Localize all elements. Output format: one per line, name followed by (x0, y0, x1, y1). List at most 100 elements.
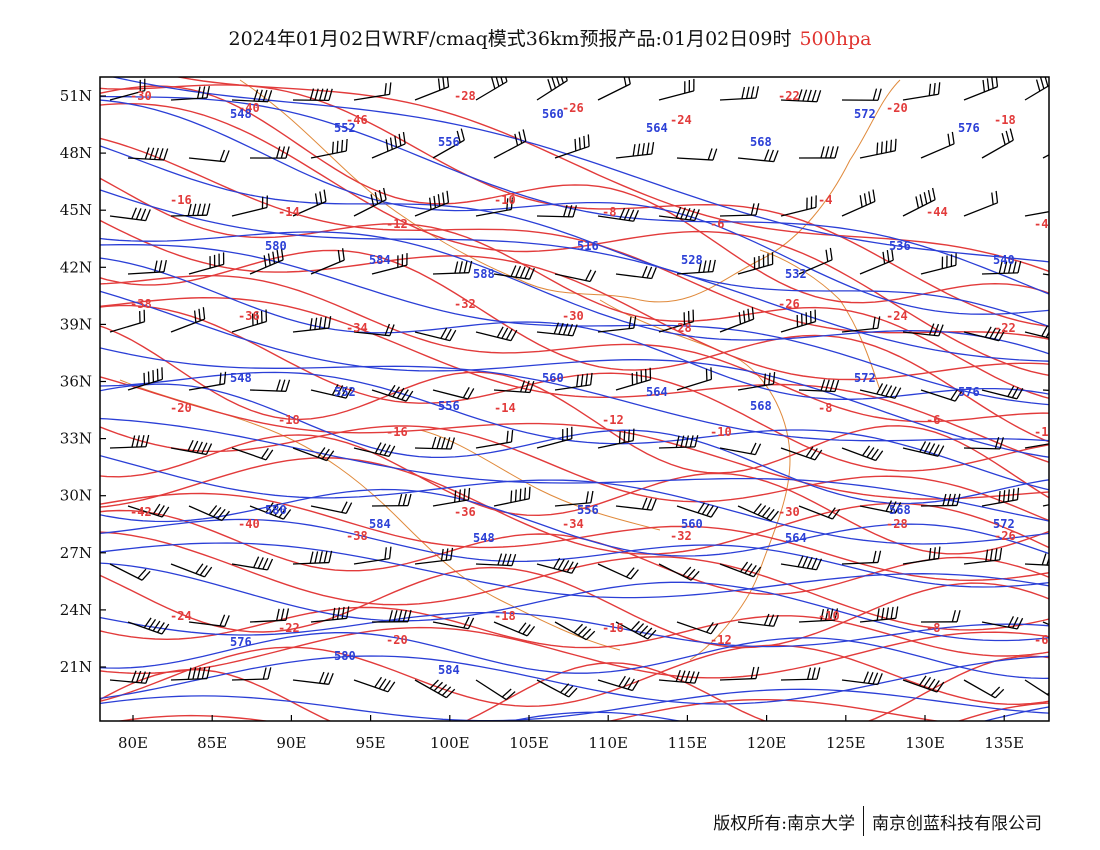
wind-barb (719, 307, 755, 333)
wind-barb (963, 679, 1005, 699)
wind-barb (615, 142, 655, 159)
wind-barb (719, 86, 760, 101)
temperature-label: -32 (454, 297, 476, 311)
wind-barb (536, 426, 573, 449)
temperature-contours (100, 77, 1049, 721)
wind-barb (902, 187, 936, 217)
height-label: 572 (993, 517, 1015, 531)
wind-barb (414, 77, 450, 101)
wind-barb (414, 547, 454, 565)
temperature-label: -20 (386, 633, 408, 647)
wind-barb (676, 502, 719, 518)
coastline (419, 429, 661, 531)
wind-barb (188, 371, 227, 391)
temperature-label: -30 (778, 505, 800, 519)
height-label: 560 (542, 107, 564, 121)
lon-tick-label: 80E (118, 734, 148, 752)
wind-barb (737, 503, 779, 522)
height-label: 548 (473, 531, 495, 545)
wind-barb (310, 384, 353, 399)
height-contour (100, 99, 1049, 315)
wind-barbs (109, 77, 1049, 701)
height-contour (100, 611, 1049, 648)
temperature-label: -8 (602, 205, 616, 219)
wind-barb (371, 131, 406, 159)
lon-tick-label: 120E (747, 734, 787, 752)
height-label: 584 (438, 663, 460, 677)
height-contour (100, 290, 1049, 458)
height-label: 556 (438, 135, 460, 149)
lat-tick-label: 30N (60, 487, 92, 505)
wind-barb (536, 557, 579, 574)
wind-barb (615, 367, 652, 391)
height-label: 548 (230, 371, 252, 385)
height-label: 584 (369, 253, 391, 267)
height-label: 576 (230, 635, 252, 649)
wind-barb (432, 616, 475, 630)
height-contour (100, 518, 1049, 588)
wind-barb (798, 146, 839, 159)
height-contour (100, 189, 1049, 362)
copyright-text: 版权所有:南京大学 (713, 813, 855, 834)
height-label: 560 (681, 517, 703, 531)
wind-barb (719, 561, 762, 578)
temperature-label: -16 (170, 193, 192, 207)
wind-barb (414, 436, 456, 450)
wind-barb (841, 88, 882, 101)
wind-barb (127, 367, 164, 391)
wind-barb (109, 670, 151, 684)
wind-barb (292, 88, 333, 101)
wind-barb (780, 89, 822, 103)
wind-barb (676, 148, 718, 161)
height-label: 576 (958, 121, 980, 135)
wind-barb (353, 546, 392, 565)
height-label: 540 (993, 253, 1015, 267)
wind-barb (493, 265, 535, 280)
wind-barb (493, 486, 531, 507)
wind-barb (188, 614, 230, 628)
wind-barb (615, 265, 657, 280)
wind-barb (981, 385, 1024, 400)
wind-barb (493, 129, 527, 159)
wind-barb (554, 621, 596, 641)
height-contour (100, 488, 1049, 557)
wind-barb (554, 490, 594, 507)
lat-tick-label: 45N (60, 201, 92, 219)
wind-barb (798, 379, 840, 393)
height-contour (100, 542, 1049, 599)
wind-barb (615, 497, 657, 511)
wind-barb (493, 380, 535, 394)
lon-tick-label: 85E (197, 734, 227, 752)
height-label: 576 (958, 385, 980, 399)
wind-barb (188, 505, 230, 522)
temperature-label: -14 (494, 401, 516, 415)
wind-barb (414, 190, 450, 217)
height-label: 584 (369, 517, 391, 531)
wind-barb (353, 442, 396, 458)
height-label: 552 (334, 121, 356, 135)
temperature-label: -6 (710, 217, 724, 231)
wind-barb (780, 309, 817, 333)
temperature-contour (100, 102, 1049, 377)
wind-barb (109, 309, 146, 333)
lon-tick-label: 135E (984, 734, 1024, 752)
lat-tick-label: 24N (60, 601, 92, 619)
height-label: 568 (750, 399, 772, 413)
temperature-label: -16 (602, 621, 624, 635)
temperature-label: -30 (130, 89, 152, 103)
temperature-label: -24 (170, 609, 192, 623)
temperature-label: -42 (1034, 217, 1056, 231)
wind-barb (597, 207, 639, 222)
temperature-contour (100, 84, 1049, 328)
wind-barb (414, 679, 456, 699)
wind-barb (737, 252, 774, 275)
wind-barb (231, 195, 268, 217)
temperature-label: -28 (886, 517, 908, 531)
temperature-label: -18 (494, 609, 516, 623)
lat-tick-label: 39N (60, 315, 92, 333)
height-contour (100, 562, 1049, 642)
wind-barb (902, 546, 941, 565)
wind-barb (963, 326, 1006, 342)
temperature-contour (100, 304, 1049, 472)
